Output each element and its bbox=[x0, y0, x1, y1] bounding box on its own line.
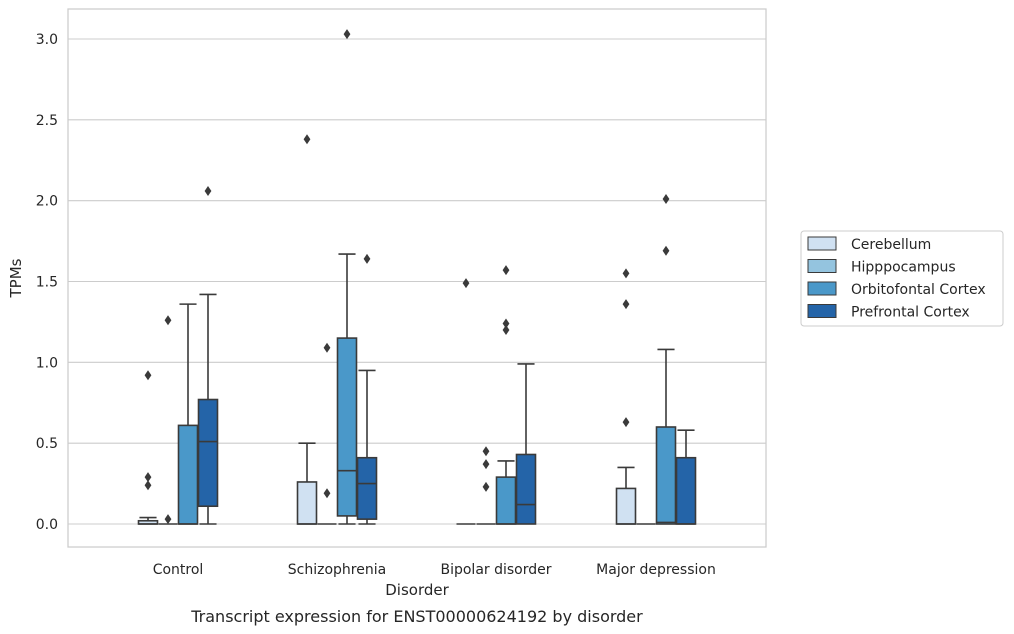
legend: Cerebellum Hipppocampus Orbitofontal Corte… bbox=[800, 230, 1004, 327]
box-plot-item bbox=[137, 370, 159, 525]
box-body bbox=[675, 456, 697, 525]
outlier-point bbox=[482, 481, 490, 492]
chart-caption: Transcript expression for ENST0000062419… bbox=[190, 607, 643, 626]
outlier-point bbox=[622, 268, 630, 279]
legend-frame bbox=[800, 230, 1004, 327]
x-tick-label: Bipolar disorder bbox=[440, 562, 551, 578]
legend-entry: Hipppocampus bbox=[851, 260, 956, 276]
box-body bbox=[495, 476, 517, 525]
x-tick-labels: Control Schizophrenia Bipolar disorder Majo… bbox=[153, 562, 716, 578]
box-body bbox=[655, 426, 677, 525]
outlier-point bbox=[144, 370, 152, 381]
outlier-point bbox=[144, 472, 152, 483]
legend-swatch bbox=[807, 236, 837, 251]
y-axis-label: TPMs bbox=[7, 258, 25, 298]
outlier-point bbox=[662, 194, 670, 205]
legend-entry: Cerebellum bbox=[851, 237, 931, 253]
outlier-point bbox=[622, 417, 630, 428]
box-plot-item bbox=[615, 268, 637, 525]
box-body bbox=[615, 487, 637, 525]
box-series bbox=[137, 29, 697, 525]
outlier-point bbox=[343, 29, 351, 40]
outlier-point bbox=[502, 265, 510, 276]
box-body bbox=[336, 337, 358, 517]
box-body bbox=[296, 481, 318, 525]
box-plot-item bbox=[336, 29, 358, 525]
outlier-point bbox=[502, 318, 510, 329]
box-body bbox=[197, 398, 219, 508]
box-plot-item bbox=[476, 446, 496, 525]
legend-entry: Orbitofontal Cortex bbox=[851, 282, 986, 298]
outlier-point bbox=[482, 459, 490, 470]
box-plot-item bbox=[197, 185, 219, 525]
box-body bbox=[177, 424, 199, 525]
box-plot-item bbox=[296, 134, 318, 525]
legend-swatch bbox=[807, 259, 837, 273]
box-plot-item bbox=[158, 315, 178, 525]
outlier-point bbox=[363, 253, 371, 264]
box-body bbox=[356, 456, 378, 520]
x-tick-label: Schizophrenia bbox=[288, 562, 386, 578]
outlier-point bbox=[323, 488, 331, 499]
x-axis-label: Disorder bbox=[385, 581, 449, 599]
x-tick-label: Control bbox=[153, 562, 204, 578]
outlier-point bbox=[502, 325, 510, 335]
outlier-point bbox=[164, 514, 172, 525]
outlier-point bbox=[622, 299, 630, 310]
box-plot-item bbox=[495, 265, 517, 525]
x-tick-label: Major depression bbox=[596, 562, 716, 578]
outlier-point bbox=[482, 446, 490, 457]
y-tick-label: 0.5 bbox=[36, 436, 58, 452]
y-tick-label: 1.5 bbox=[36, 275, 58, 291]
box-plot-item bbox=[456, 278, 476, 525]
y-tick-label: 2.0 bbox=[36, 194, 58, 210]
outlier-point bbox=[323, 342, 331, 353]
y-tick-label: 2.5 bbox=[36, 113, 58, 129]
box-plot-item bbox=[515, 363, 537, 525]
outlier-point bbox=[144, 480, 152, 491]
outlier-point bbox=[204, 185, 212, 196]
box-plot-item bbox=[177, 303, 199, 525]
box-plot-item bbox=[675, 429, 697, 525]
legend-swatch bbox=[807, 281, 837, 296]
legend-entry: Prefrontal Cortex bbox=[851, 305, 970, 321]
y-tick-label: 0.0 bbox=[36, 517, 58, 533]
y-tick-label: 3.0 bbox=[36, 32, 58, 48]
outlier-point bbox=[303, 134, 311, 145]
box-plot-item bbox=[356, 253, 378, 525]
y-tick-label: 1.0 bbox=[36, 355, 58, 371]
y-tick-labels: 0.0 0.5 1.0 1.5 2.0 2.5 3.0 bbox=[36, 32, 58, 533]
outlier-point bbox=[662, 245, 670, 256]
box-plot-item bbox=[655, 194, 677, 525]
legend-swatch bbox=[807, 304, 837, 318]
outlier-point bbox=[462, 278, 470, 289]
plot-frame bbox=[67, 8, 767, 548]
box-body bbox=[515, 453, 537, 525]
outlier-point bbox=[164, 315, 172, 326]
box-plot-item bbox=[317, 342, 337, 525]
